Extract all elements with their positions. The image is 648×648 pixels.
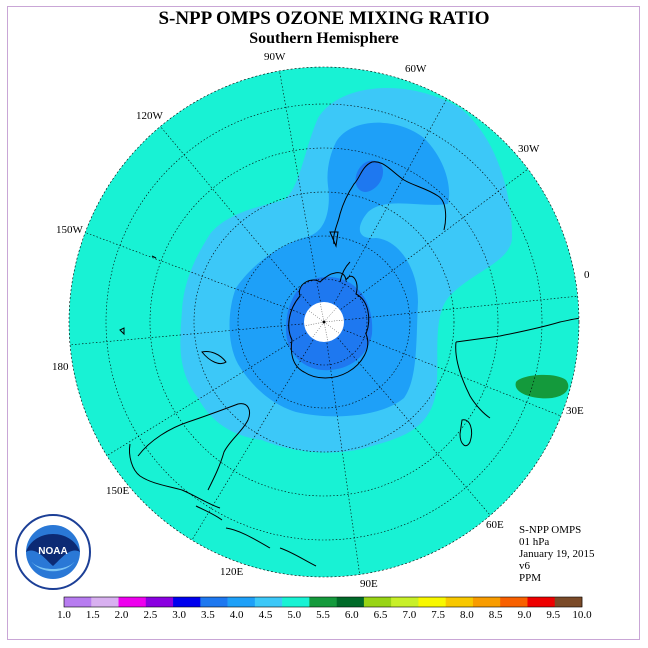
colorbar-segment bbox=[472, 597, 501, 607]
colorbar-segment bbox=[64, 597, 92, 607]
lon-label-180: 180 bbox=[52, 361, 69, 373]
colorbar-segment bbox=[91, 597, 119, 607]
lon-label-0: 0 bbox=[584, 269, 590, 281]
longitude-labels: 90W 60W 30W 0 30E 60E 90E 120E 150E 180 … bbox=[52, 51, 590, 590]
info-date: January 19, 2015 bbox=[519, 548, 595, 560]
map-title: S-NPP OMPS OZONE MIXING RATIO bbox=[158, 8, 490, 29]
colorbar-outline bbox=[63, 596, 583, 608]
colorbar-tick-label: 7.0 bbox=[402, 609, 416, 621]
colorbar-segment bbox=[282, 597, 310, 607]
colorbar-tick-label: 1.5 bbox=[86, 609, 100, 621]
colorbar-segment bbox=[391, 597, 419, 607]
colorbar-tick-label: 7.5 bbox=[431, 609, 445, 621]
svg-text:NOAA: NOAA bbox=[38, 546, 67, 557]
coastlines bbox=[119, 161, 579, 567]
lon-label-60w: 60W bbox=[405, 63, 427, 75]
colorbar-segment bbox=[554, 597, 583, 607]
colorbar-segment bbox=[254, 597, 283, 607]
info-level: 01 hPa bbox=[519, 536, 550, 548]
colorbar-tick-label: 5.0 bbox=[287, 609, 301, 621]
lon-label-150e: 150E bbox=[106, 485, 130, 497]
colorbar-tick-label: 8.0 bbox=[460, 609, 474, 621]
colorbar-segment bbox=[445, 597, 474, 607]
lon-label-150w: 150W bbox=[56, 224, 84, 236]
colorbar-segment bbox=[227, 597, 256, 607]
colorbar-segment bbox=[418, 597, 446, 607]
colorbar-tick-label: 4.0 bbox=[230, 609, 244, 621]
lon-label-60e: 60E bbox=[486, 519, 504, 531]
info-block: S-NPP OMPS 01 hPa January 19, 2015 v6 PP… bbox=[519, 524, 594, 584]
contour-3-5 bbox=[229, 122, 450, 417]
colorbar-segment bbox=[363, 597, 392, 607]
colorbar-tick-label: 5.5 bbox=[316, 609, 330, 621]
lon-label-90e: 90E bbox=[360, 578, 378, 590]
colorbar-segment bbox=[309, 597, 337, 607]
colorbar-tick-label: 8.5 bbox=[489, 609, 503, 621]
colorbar-segment bbox=[336, 597, 365, 607]
colorbar-tick-label: 1.0 bbox=[57, 609, 71, 621]
colorbar-tick-label: 2.0 bbox=[115, 609, 129, 621]
colorbar-tick-label: 6.0 bbox=[345, 609, 359, 621]
colorbar-tick-label: 9.5 bbox=[546, 609, 560, 621]
noaa-logo: NOAA bbox=[15, 514, 91, 590]
map-subtitle: Southern Hemisphere bbox=[249, 30, 399, 47]
colorbar-segment bbox=[118, 597, 147, 607]
colorbar-segment bbox=[145, 597, 174, 607]
colorbar: 1.0 1.5 2.0 2.5 3.0 3.5 4.0 4.5 5.0 5.5 6.0 6.5 7.0 7… bbox=[57, 596, 592, 621]
ozone-contours bbox=[69, 67, 579, 577]
lon-label-90w: 90W bbox=[264, 51, 286, 63]
colorbar-tick-label: 2.5 bbox=[143, 609, 157, 621]
info-units: PPM bbox=[519, 572, 542, 584]
map-boundary bbox=[68, 66, 580, 578]
lon-label-30e: 30E bbox=[566, 405, 584, 417]
colorbar-tick-label: 9.0 bbox=[518, 609, 532, 621]
colorbar-segment bbox=[200, 597, 228, 607]
page-frame bbox=[7, 6, 640, 640]
contour-3-0-north bbox=[355, 160, 384, 192]
contour-5-5 bbox=[515, 374, 569, 399]
colorbar-tick-label: 4.5 bbox=[259, 609, 273, 621]
info-version: v6 bbox=[519, 560, 530, 572]
colorbar-tick-label: 10.0 bbox=[572, 609, 592, 621]
colorbar-segment bbox=[527, 597, 556, 607]
lon-label-120w: 120W bbox=[136, 110, 164, 122]
colorbar-tick-label: 3.5 bbox=[201, 609, 215, 621]
colorbar-tick-label: 6.5 bbox=[374, 609, 388, 621]
graticule bbox=[69, 67, 579, 577]
lon-label-30w: 30W bbox=[518, 143, 540, 155]
colorbar-segment bbox=[500, 597, 528, 607]
info-instrument: S-NPP OMPS bbox=[519, 524, 582, 536]
colorbar-segment bbox=[173, 597, 201, 607]
lon-label-120e: 120E bbox=[220, 566, 244, 578]
colorbar-tick-label: 3.0 bbox=[172, 609, 186, 621]
